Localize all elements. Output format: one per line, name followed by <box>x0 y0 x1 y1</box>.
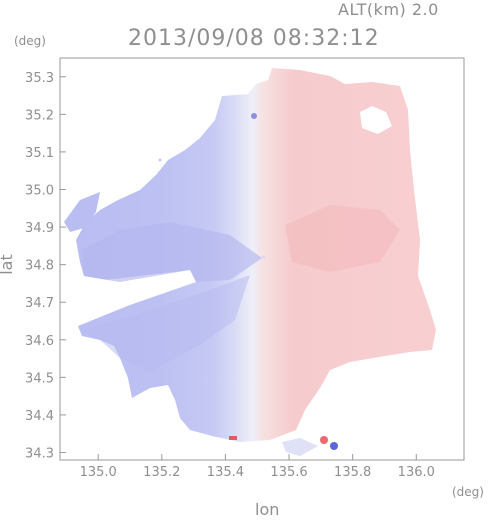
y-tick-label: 34.4 <box>25 409 54 424</box>
echo-speck-red <box>320 436 328 444</box>
echo-west-patch <box>64 192 100 232</box>
y-tick-label: 34.9 <box>25 221 54 236</box>
echo-south-fringe <box>282 438 318 456</box>
x-tick-label: 136.0 <box>398 465 435 480</box>
x-unit-label: (deg) <box>452 485 484 499</box>
y-tick-label: 34.8 <box>25 259 54 274</box>
echo-region <box>64 68 436 456</box>
x-tick-label: 135.2 <box>143 465 180 480</box>
x-tick-label: 135.4 <box>207 465 244 480</box>
echo-red-core <box>285 205 400 272</box>
plot-frame <box>59 57 465 461</box>
y-tick-label: 35.1 <box>25 146 54 161</box>
y-tick-label: 34.5 <box>25 371 54 386</box>
timestamp-label: 2013/09/08 08:32:12 <box>128 26 380 51</box>
echo-blue-core <box>82 222 262 282</box>
echo-speck-red <box>229 436 237 440</box>
echo-speck-blue <box>330 442 338 450</box>
y-unit-label: (deg) <box>14 34 46 48</box>
y-tick-label: 34.6 <box>25 334 54 349</box>
y-tick-label: 35.2 <box>25 108 54 123</box>
x-axis-title: lon <box>255 500 280 519</box>
altitude-label: ALT(km) 2.0 <box>338 0 439 19</box>
x-tick-label: 135.8 <box>334 465 371 480</box>
echo-speck <box>158 158 162 162</box>
echo-gap-ne <box>360 106 392 134</box>
echo-speck <box>251 113 257 119</box>
y-tick-label: 35.3 <box>25 71 54 86</box>
axis-ticks: 135.0 135.2 135.4 135.6 135.8 136.0 35.3 35.2 35… <box>25 71 435 480</box>
y-tick-label: 34.7 <box>25 296 54 311</box>
x-tick-label: 135.0 <box>80 465 117 480</box>
radar-site-marker <box>262 255 266 259</box>
beam-blockage-wedge <box>70 270 196 298</box>
echo-blue-south <box>82 275 250 372</box>
y-tick-label: 35.0 <box>25 183 54 198</box>
x-tick-label: 135.6 <box>270 465 307 480</box>
y-tick-label: 34.3 <box>25 446 54 461</box>
